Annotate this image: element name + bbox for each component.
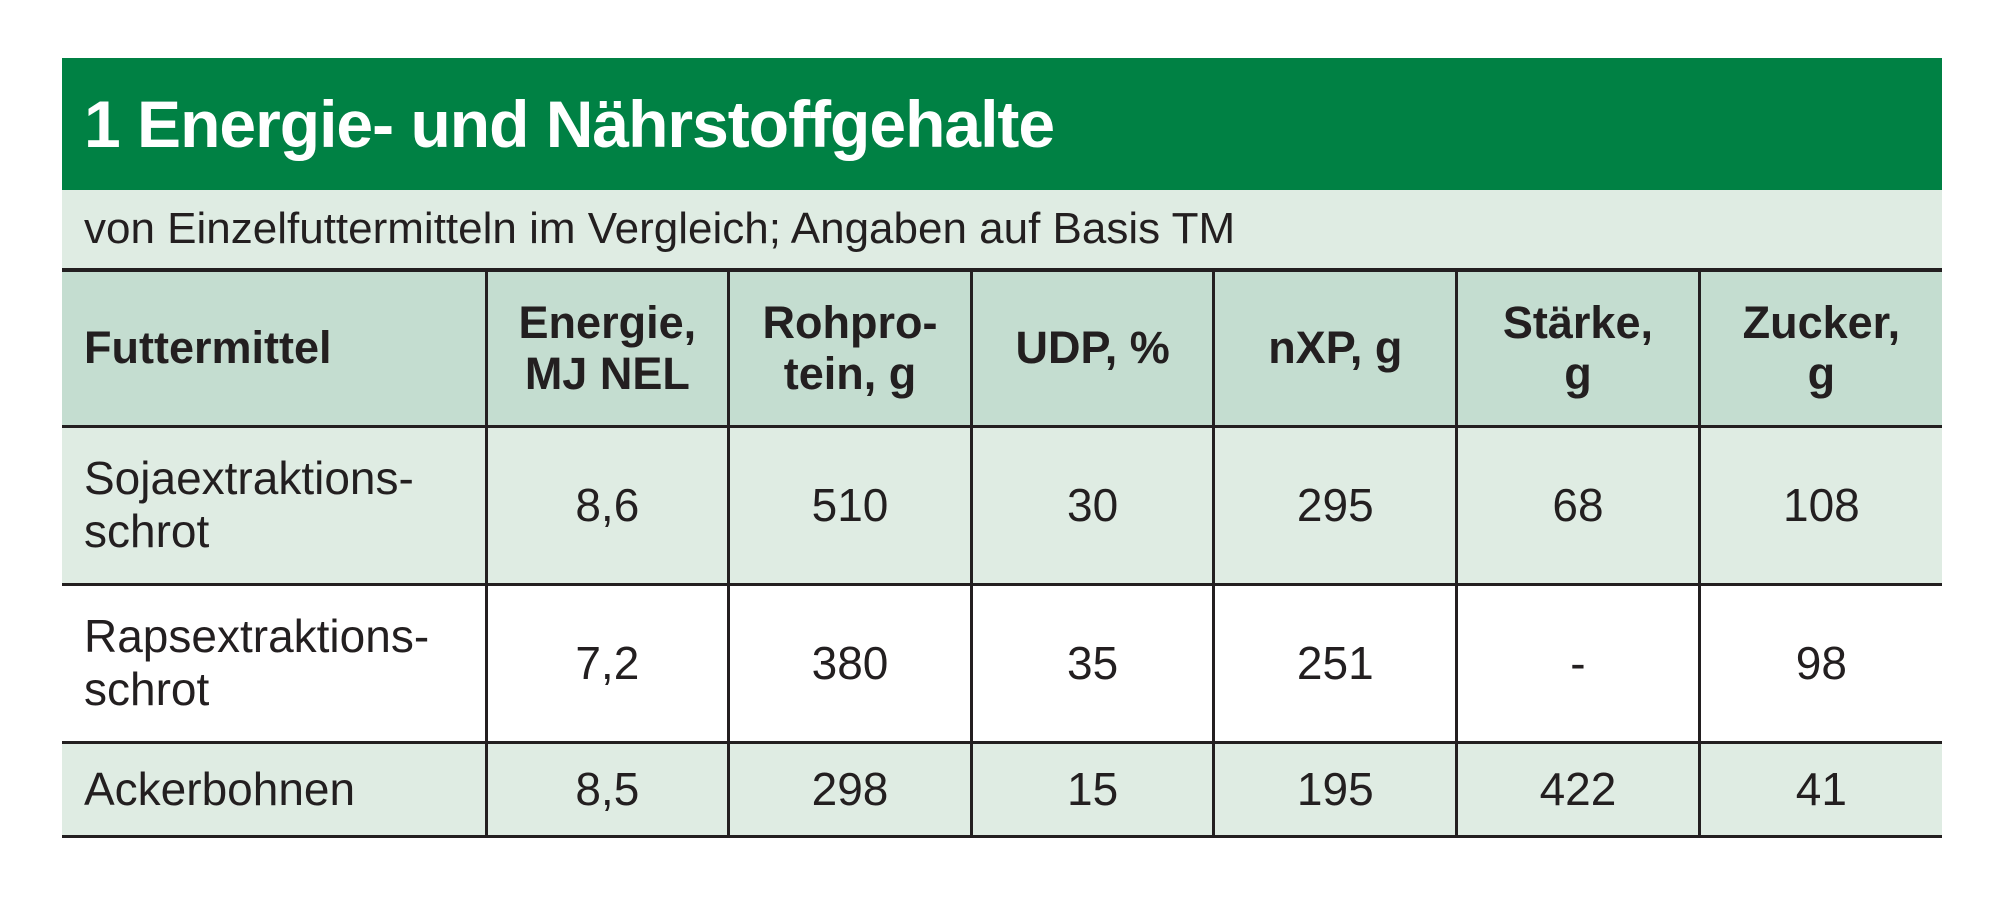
cell-zucker: 41 bbox=[1697, 740, 1942, 838]
cell-zucker: 108 bbox=[1697, 424, 1942, 586]
cell-rohprotein: 380 bbox=[727, 582, 973, 744]
header-zucker: Zucker, g bbox=[1697, 268, 1942, 428]
data-table: Futtermittel Energie, MJ NEL Rohpro-tein,… bbox=[62, 268, 1942, 838]
header-rohprotein: Rohpro-tein, g bbox=[727, 268, 973, 428]
header-udp: UDP, % bbox=[969, 268, 1216, 428]
cell-staerke: 422 bbox=[1455, 740, 1701, 838]
table-row: Ackerbohnen 8,5 298 15 195 422 41 bbox=[62, 740, 1942, 838]
cell-zucker: 98 bbox=[1697, 582, 1942, 744]
header-nxp: nXP, g bbox=[1212, 268, 1459, 428]
cell-nxp: 295 bbox=[1212, 424, 1459, 586]
cell-energie: 7,2 bbox=[484, 582, 731, 744]
table-subtitle: von Einzelfuttermitteln im Vergleich; An… bbox=[62, 190, 1942, 268]
cell-staerke: 68 bbox=[1455, 424, 1701, 586]
header-futtermittel: Futtermittel bbox=[62, 268, 488, 428]
cell-energie: 8,6 bbox=[484, 424, 731, 586]
header-row: Futtermittel Energie, MJ NEL Rohpro-tein,… bbox=[62, 268, 1942, 428]
cell-nxp: 195 bbox=[1212, 740, 1459, 838]
table-row: Sojaextraktions-schrot 8,6 510 30 295 68… bbox=[62, 424, 1942, 586]
cell-staerke: - bbox=[1455, 582, 1701, 744]
table-title: 1 Energie- und Nährstoffgehalte bbox=[62, 58, 1942, 190]
cell-udp: 35 bbox=[969, 582, 1216, 744]
cell-rohprotein: 510 bbox=[727, 424, 973, 586]
cell-rohprotein: 298 bbox=[727, 740, 973, 838]
cell-udp: 30 bbox=[969, 424, 1216, 586]
header-energie: Energie, MJ NEL bbox=[484, 268, 731, 428]
table-row: Rapsextraktions-schrot 7,2 380 35 251 - … bbox=[62, 582, 1942, 744]
header-staerke: Stärke, g bbox=[1455, 268, 1701, 428]
cell-udp: 15 bbox=[969, 740, 1216, 838]
cell-nxp: 251 bbox=[1212, 582, 1459, 744]
nutrient-table: 1 Energie- und Nährstoffgehalte von Einz… bbox=[62, 58, 1942, 838]
cell-energie: 8,5 bbox=[484, 740, 731, 838]
row-name: Sojaextraktions-schrot bbox=[62, 424, 488, 586]
row-name: Ackerbohnen bbox=[62, 740, 488, 838]
row-name: Rapsextraktions-schrot bbox=[62, 582, 488, 744]
